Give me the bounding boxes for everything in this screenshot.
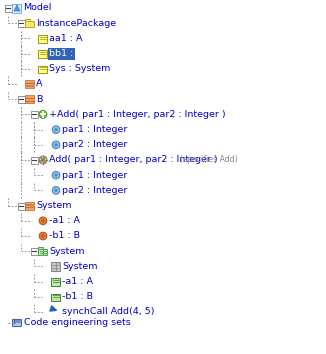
Bar <box>38 247 43 249</box>
Bar <box>48 47 75 60</box>
Circle shape <box>39 232 47 240</box>
Text: System: System <box>36 201 71 210</box>
Text: Add( par1 : Integer, par2 : Integer ): Add( par1 : Integer, par2 : Integer ) <box>49 155 218 165</box>
Text: Sys : System: Sys : System <box>49 64 111 73</box>
Bar <box>25 80 35 82</box>
Text: InstancePackage: InstancePackage <box>36 19 116 28</box>
Bar <box>38 65 48 73</box>
Circle shape <box>52 171 60 179</box>
Polygon shape <box>14 5 20 11</box>
Bar <box>18 202 25 210</box>
Bar <box>25 86 35 88</box>
Text: bb1 : B: bb1 : B <box>49 49 82 58</box>
Text: par1 : Integer: par1 : Integer <box>62 125 127 134</box>
Text: -b1 : B: -b1 : B <box>62 292 93 301</box>
Bar <box>25 101 35 103</box>
Bar <box>31 248 38 255</box>
Bar <box>52 279 61 286</box>
Circle shape <box>39 217 47 225</box>
Bar <box>25 205 35 207</box>
Bar <box>18 96 25 103</box>
Bar <box>38 249 48 256</box>
Bar <box>52 294 61 301</box>
Circle shape <box>52 141 60 149</box>
Text: aa1 : A: aa1 : A <box>49 34 82 43</box>
Circle shape <box>52 126 60 133</box>
Circle shape <box>41 234 45 238</box>
Text: (specifies Add): (specifies Add) <box>180 155 238 165</box>
Circle shape <box>54 189 58 192</box>
Bar <box>38 51 48 58</box>
Text: Code engineering sets: Code engineering sets <box>24 318 131 327</box>
Text: -a1 : A: -a1 : A <box>62 277 93 286</box>
Circle shape <box>52 187 60 194</box>
Text: +Add( par1 : Integer, par2 : Integer ): +Add( par1 : Integer, par2 : Integer ) <box>49 110 226 119</box>
Text: Model: Model <box>23 4 52 12</box>
Bar <box>25 202 35 204</box>
Bar <box>25 207 35 210</box>
Bar <box>5 5 12 12</box>
Circle shape <box>39 156 47 164</box>
Text: par1 : Integer: par1 : Integer <box>62 171 127 180</box>
Circle shape <box>54 173 58 177</box>
Circle shape <box>54 143 58 147</box>
Text: -a1 : A: -a1 : A <box>49 216 80 225</box>
Bar <box>25 21 35 28</box>
Bar <box>25 95 35 98</box>
Circle shape <box>39 110 47 118</box>
Text: synchCall Add(4, 5): synchCall Add(4, 5) <box>62 308 155 316</box>
Bar <box>25 98 35 101</box>
Text: System: System <box>62 262 97 271</box>
Bar <box>12 4 22 12</box>
Bar <box>18 20 25 27</box>
Text: -b1 : B: -b1 : B <box>49 232 80 240</box>
Bar <box>12 319 22 326</box>
Bar <box>31 157 38 164</box>
Bar <box>25 83 35 85</box>
Bar <box>38 35 48 43</box>
Circle shape <box>41 158 45 162</box>
Text: B: B <box>36 95 42 104</box>
Text: A: A <box>36 80 42 88</box>
Circle shape <box>54 128 58 131</box>
Bar <box>52 262 61 271</box>
Text: System: System <box>49 247 84 256</box>
Bar <box>25 19 30 21</box>
Text: par2 : Integer: par2 : Integer <box>62 186 127 195</box>
Text: par2 : Integer: par2 : Integer <box>62 140 127 149</box>
Bar <box>31 112 38 118</box>
Circle shape <box>41 219 45 223</box>
